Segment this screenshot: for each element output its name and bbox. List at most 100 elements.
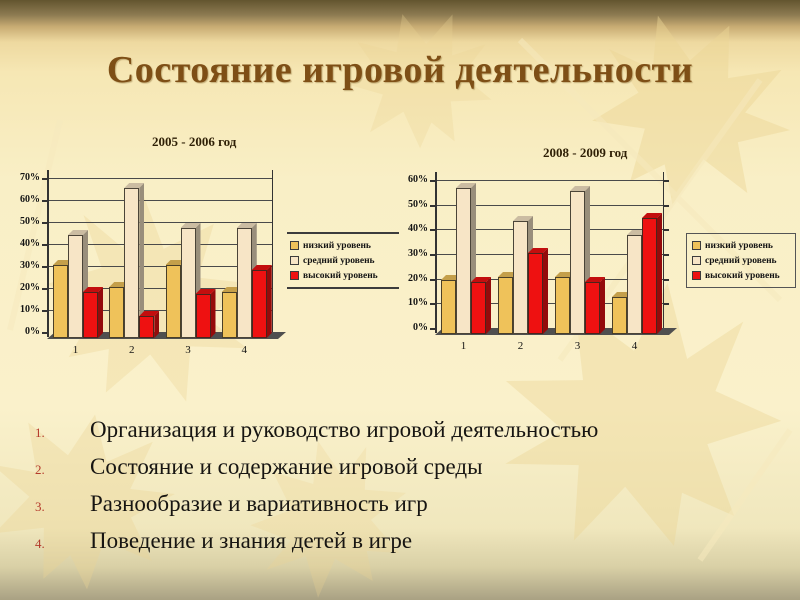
legend-label: высокий уровень: [705, 270, 780, 281]
y-axis-tick-label: 20%: [408, 272, 428, 284]
bar-side-face: [657, 213, 662, 334]
y-axis-tick-label: 60%: [20, 194, 40, 205]
bar-низкий-уровень-cat1: [441, 280, 456, 334]
bar-высокий-уровень-cat1: [471, 282, 486, 334]
bar-top-face: [222, 287, 242, 292]
y-axis-tick-mark: [42, 288, 47, 290]
legend-item: средний уровень: [290, 253, 396, 268]
bar-высокий-уровень-cat2: [528, 253, 543, 334]
bar-средний-уровень-cat2: [513, 221, 528, 334]
bar-front-face: [585, 282, 600, 334]
list-item-text: Организация и руководство игровой деятел…: [90, 417, 599, 442]
bar-низкий-уровень-cat3: [165, 265, 181, 338]
bar-side-face: [486, 277, 491, 334]
bar-top-face: [124, 183, 144, 188]
bar-front-face: [498, 277, 513, 334]
chart-legend: низкий уровень средний уровень высокий уро…: [686, 233, 796, 288]
bar-front-face: [513, 221, 528, 334]
y-axis-tick-label: 40%: [408, 223, 428, 235]
y-axis-line: [435, 172, 437, 333]
y-axis-tick-label: 0%: [413, 322, 428, 333]
bar-side-face: [600, 277, 605, 334]
gridline: [435, 253, 663, 255]
legend-label: высокий уровень: [303, 270, 378, 281]
bar-средний-уровень-cat1: [68, 235, 83, 338]
y-axis-tick-mark: [42, 244, 47, 246]
bar-front-face: [195, 294, 211, 338]
chart-2005-2006: 2005 - 2006 год 0% 10% 20% 30% 40% 50% 60% 70% 1…: [20, 130, 400, 370]
gridline: [47, 288, 272, 289]
right-wall-tick-mark: [663, 303, 669, 306]
bar-низкий-уровень-cat4: [612, 297, 627, 334]
bar-side-face: [139, 183, 144, 338]
legend-item: высокий уровень: [692, 268, 790, 283]
plot-right-wall-line: [272, 170, 273, 337]
y-axis-line: [47, 170, 49, 337]
bar-средний-уровень-cat3: [180, 228, 196, 338]
right-wall-tick-mark: [663, 229, 669, 232]
bar-средний-уровень-cat1: [456, 188, 471, 334]
legend-swatch: [692, 241, 701, 250]
bar-front-face: [236, 228, 252, 338]
y-axis-tick-mark: [430, 328, 435, 330]
y-axis-tick-mark: [42, 200, 47, 202]
right-wall-tick-mark: [663, 253, 669, 256]
x-axis-category-label: 1: [460, 340, 467, 352]
bar-front-face: [83, 292, 98, 338]
legend-swatch: [290, 256, 299, 265]
gridline: [47, 222, 272, 223]
x-axis-category-label: 1: [72, 344, 79, 356]
bar-front-face: [139, 316, 155, 338]
bar-высокий-уровень-cat1: [83, 292, 98, 338]
legend-swatch: [692, 271, 701, 280]
gridline: [435, 229, 663, 231]
y-axis-tick-label: 0%: [25, 326, 40, 337]
bar-низкий-уровень-cat2: [109, 287, 124, 338]
gridline: [435, 278, 663, 280]
gridline: [47, 266, 272, 267]
chart-title-2005-2006: 2005 - 2006 год: [152, 134, 237, 149]
bar-top-face: [555, 272, 575, 277]
bar-front-face: [109, 287, 125, 338]
legend-swatch: [692, 256, 701, 265]
bar-front-face: [456, 188, 471, 334]
list-item: 4. Поведение и знания детей в игре: [35, 528, 775, 565]
bar-top-face: [109, 282, 129, 287]
right-wall-tick-mark: [663, 278, 669, 281]
chart-title-2008-2009: 2008 - 2009 год: [543, 145, 628, 160]
bar-front-face: [165, 265, 181, 338]
bar-front-face: [251, 270, 267, 338]
list-item-number: 4.: [35, 536, 45, 551]
list-item-number: 2.: [35, 462, 45, 477]
plot-right-wall-line: [663, 172, 664, 333]
list-item-text: Состояние и содержание игровой среды: [90, 454, 483, 479]
gridline: [435, 179, 663, 181]
legend-swatch: [290, 241, 299, 250]
legend-label: низкий уровень: [705, 240, 773, 251]
legend-item: низкий уровень: [692, 238, 790, 253]
bar-средний-уровень-cat4: [627, 235, 642, 334]
bar-top-face: [585, 277, 605, 282]
bar-top-face: [166, 260, 186, 265]
y-axis-tick-label: 30%: [20, 260, 40, 271]
bar-top-face: [237, 223, 257, 228]
legend-item: высокий уровень: [290, 268, 396, 283]
y-axis-tick-label: 70%: [20, 172, 40, 183]
legend-label: средний уровень: [303, 255, 375, 266]
criteria-list: 1. Организация и руководство игровой дея…: [35, 417, 775, 565]
y-axis-tick-label: 50%: [20, 216, 40, 227]
bar-top-face: [181, 223, 201, 228]
legend-item: низкий уровень: [290, 238, 396, 253]
y-axis-tick-label: 60%: [408, 173, 428, 185]
bar-top-face: [642, 213, 662, 218]
y-axis-tick-label: 40%: [20, 238, 40, 249]
bar-front-face: [124, 188, 140, 338]
gridline: [435, 303, 663, 305]
bar-низкий-уровень-cat3: [555, 277, 570, 334]
bar-front-face: [642, 218, 657, 334]
bar-высокий-уровень-cat2: [139, 316, 154, 338]
bar-side-face: [585, 186, 590, 334]
bar-front-face: [68, 235, 83, 338]
list-item-text: Поведение и знания детей в игре: [90, 528, 413, 553]
